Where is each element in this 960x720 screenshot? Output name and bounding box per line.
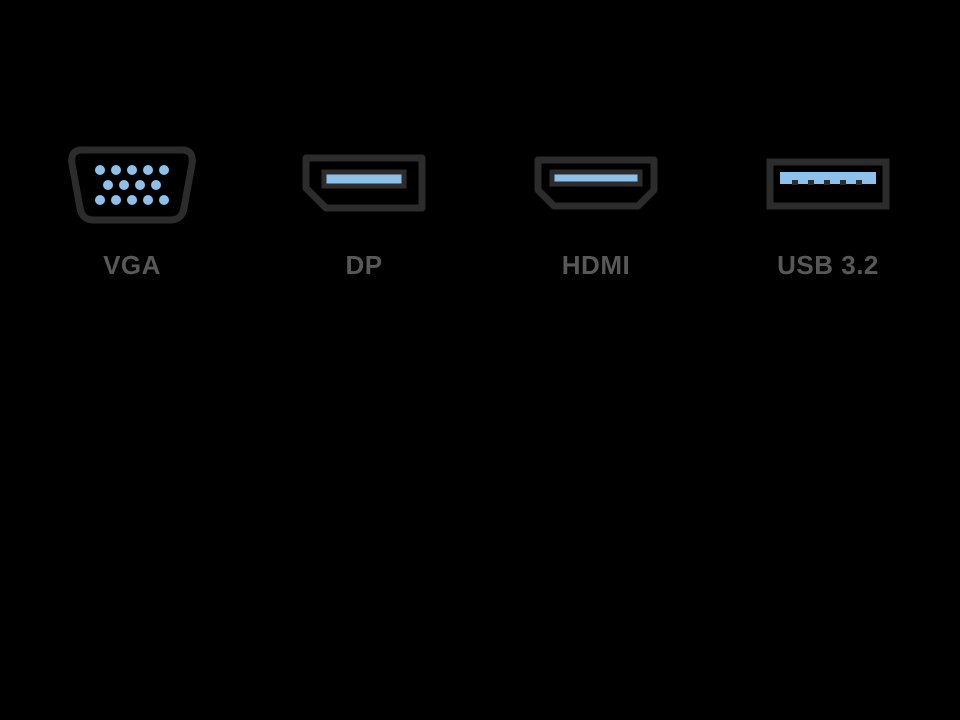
ports-row: VGA DP HDMI [0, 140, 960, 281]
port-label-usb: USB 3.2 [777, 250, 879, 281]
displayport-icon [294, 140, 434, 230]
port-label-hdmi: HDMI [562, 250, 630, 281]
port-item-usb: USB 3.2 [728, 140, 928, 281]
port-label-dp: DP [345, 250, 382, 281]
hdmi-port-icon [526, 140, 666, 230]
port-item-dp: DP [264, 140, 464, 281]
vga-port-icon [62, 140, 202, 230]
port-item-hdmi: HDMI [496, 140, 696, 281]
port-item-vga: VGA [32, 140, 232, 281]
usb-port-icon [758, 140, 898, 230]
port-label-vga: VGA [103, 250, 161, 281]
